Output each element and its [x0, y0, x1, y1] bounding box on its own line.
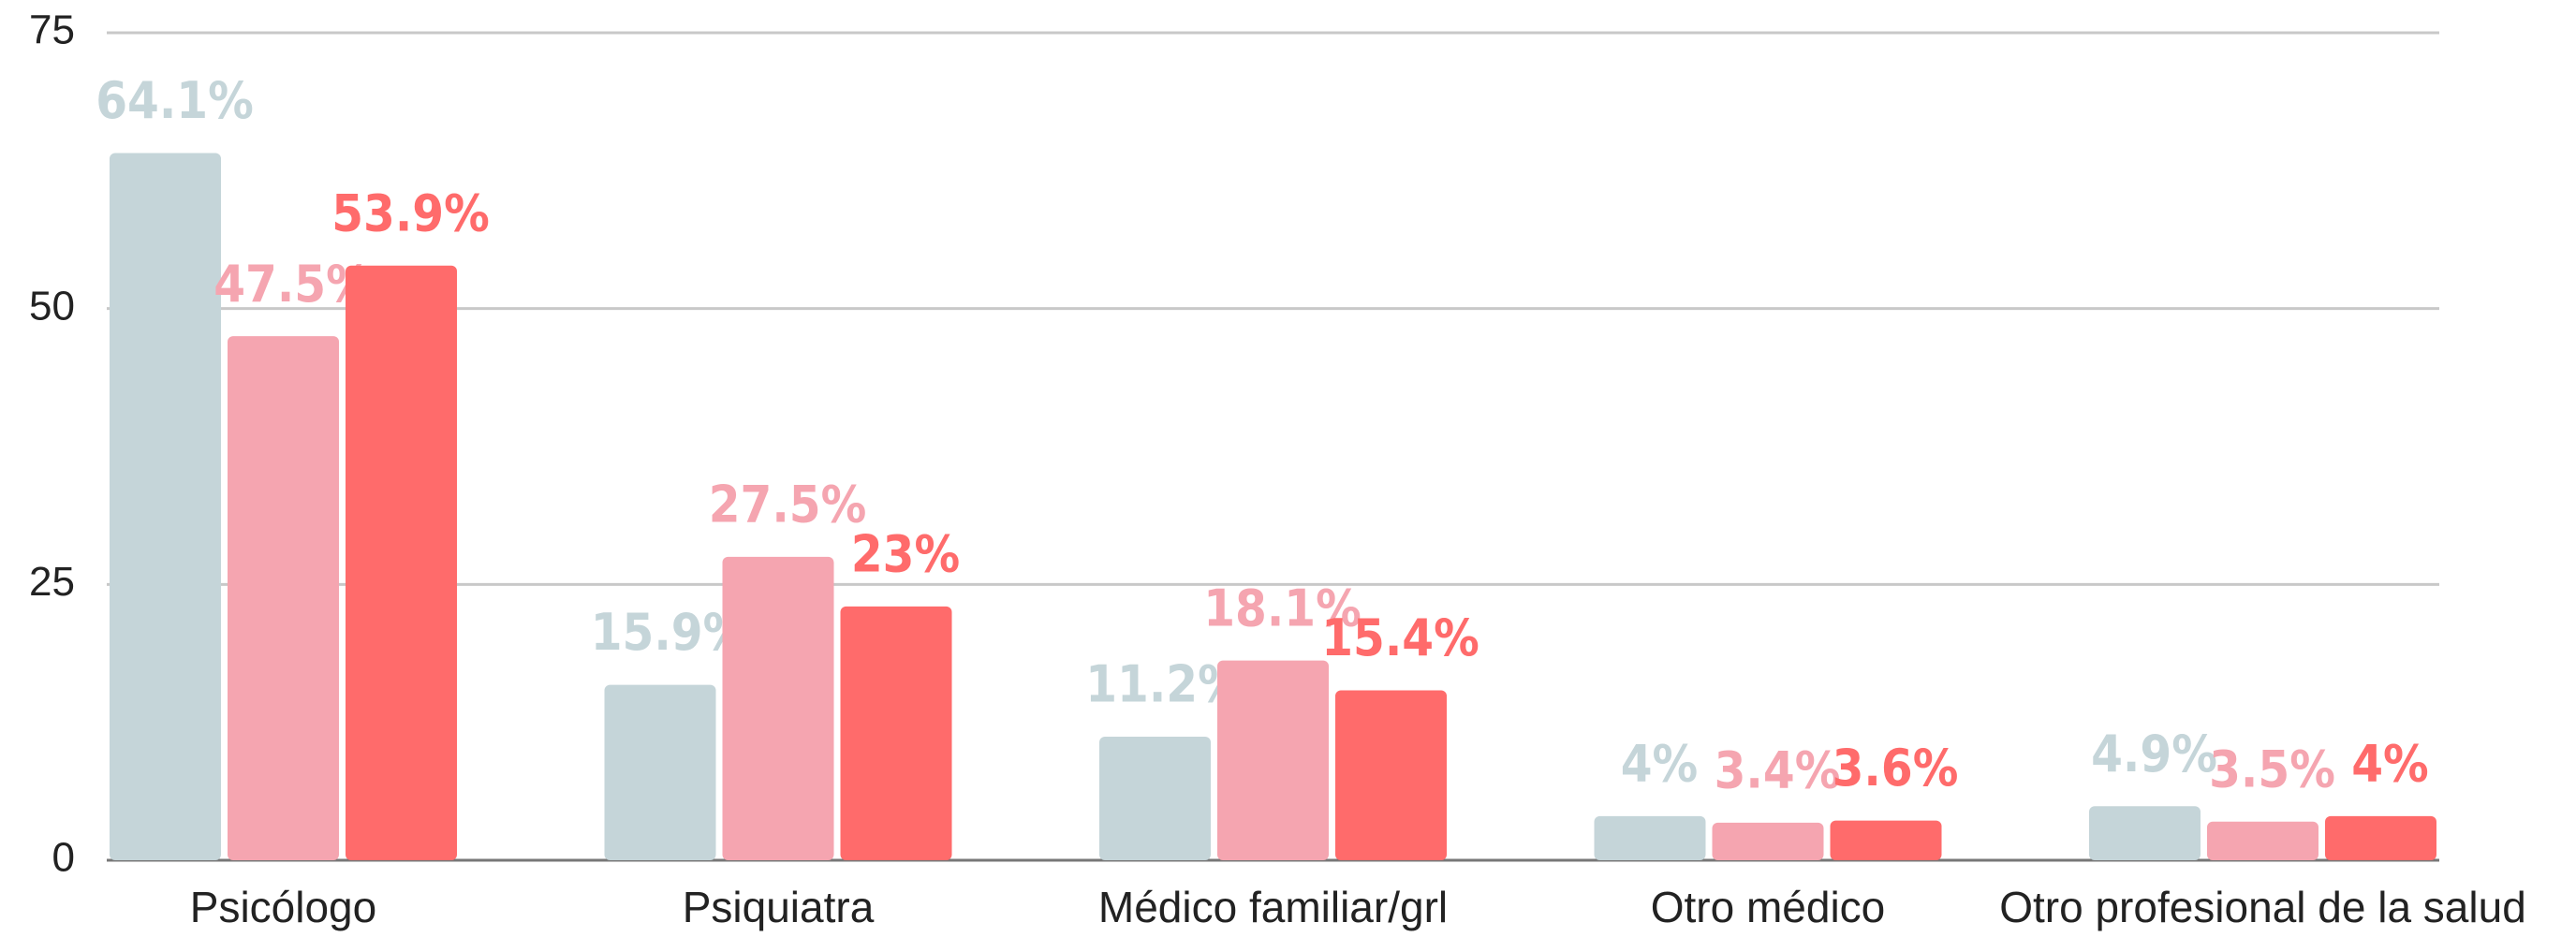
value-label: 53.9% — [331, 183, 490, 242]
bar — [604, 684, 716, 860]
value-label: 47.5% — [213, 255, 372, 314]
value-label: 15.9% — [591, 603, 749, 662]
bar — [2207, 821, 2318, 860]
bar — [1217, 660, 1329, 860]
x-tick-label: Otro médico — [1651, 883, 1886, 931]
value-label: 3.4% — [1715, 741, 1841, 800]
bar — [1830, 820, 1942, 860]
y-tick-label: 25 — [29, 559, 75, 605]
x-tick-label: Otro profesional de la salud — [1999, 883, 2526, 931]
value-label: 18.1% — [1203, 578, 1362, 637]
value-label: 23% — [851, 525, 960, 584]
y-tick-label: 0 — [52, 835, 75, 881]
value-label: 4% — [1621, 734, 1698, 793]
value-label: 64.1% — [96, 71, 254, 130]
bar — [1335, 690, 1447, 860]
x-tick-label: Médico familiar/grl — [1098, 883, 1448, 931]
y-tick-label: 75 — [29, 7, 75, 53]
value-label: 4.9% — [2091, 725, 2217, 783]
bar — [1594, 815, 1706, 860]
x-tick-label: Psicólogo — [190, 883, 376, 931]
x-tick-label: Psiquiatra — [683, 883, 875, 931]
value-label: 11.2% — [1085, 655, 1244, 714]
bar — [1099, 736, 1211, 860]
value-label: 3.5% — [2209, 739, 2335, 798]
bar — [2089, 806, 2201, 860]
value-label: 15.4% — [1321, 608, 1479, 667]
bar — [110, 153, 221, 860]
bar — [228, 336, 339, 861]
value-label: 4% — [2351, 734, 2428, 793]
bar — [840, 606, 952, 860]
y-tick-label: 50 — [29, 283, 75, 329]
bar — [2325, 815, 2436, 860]
bar — [1712, 822, 1824, 860]
bar — [722, 556, 834, 860]
bar — [346, 265, 457, 860]
value-label: 3.6% — [1833, 739, 1959, 798]
value-label: 27.5% — [709, 476, 867, 534]
